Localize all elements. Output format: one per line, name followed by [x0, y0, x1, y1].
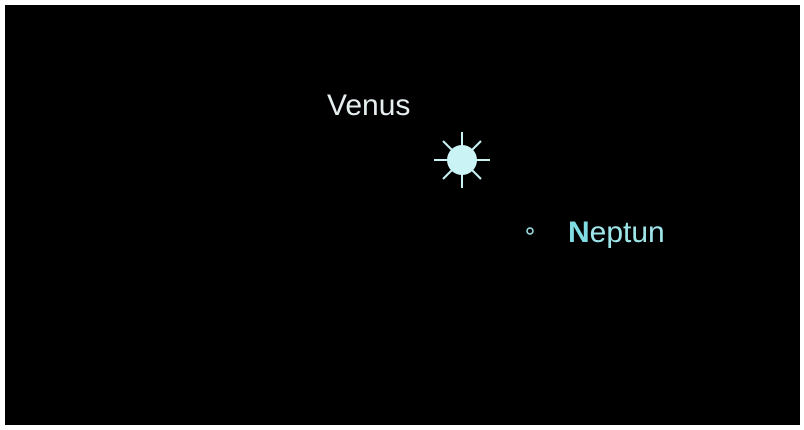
page: Venus Neptun — [0, 0, 804, 430]
venus-symbol — [434, 132, 490, 188]
neptune-dot — [527, 228, 533, 234]
sky-drawing — [0, 0, 804, 430]
venus-label: Venus — [327, 91, 410, 121]
neptune-label: Neptun — [568, 218, 665, 248]
moon — [160, 206, 209, 256]
